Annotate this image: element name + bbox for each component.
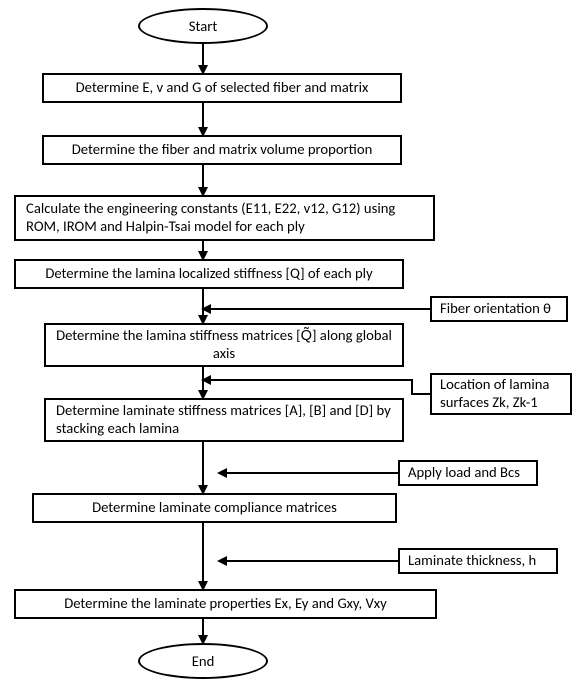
- terminator-end: End: [138, 643, 268, 679]
- input-fiber-orientation-label: Fiber orientation θ: [440, 300, 551, 318]
- process-step-1-label: Determine E, v and G of selected fiber a…: [76, 79, 369, 97]
- process-step-5: Determine the lamina stiffness matrices …: [44, 323, 404, 367]
- input-lamina-surfaces: Location of lamina surfaces Zk, Zk-1: [430, 373, 572, 415]
- process-step-6: Determine laminate stiffness matrices [A…: [44, 398, 404, 442]
- process-step-4: Determine the lamina localized stiffness…: [14, 259, 404, 289]
- process-step-2: Determine the fiber and matrix volume pr…: [42, 135, 402, 165]
- terminator-end-label: End: [192, 652, 215, 670]
- input-laminate-thickness-label: Laminate thickness, h: [408, 552, 536, 570]
- process-step-4-label: Determine the lamina localized stiffness…: [45, 265, 372, 283]
- process-step-8: Determine the laminate properties Ex, Ey…: [14, 589, 437, 619]
- terminator-start-label: Start: [189, 17, 218, 35]
- process-step-3: Calculate the engineering constants (E11…: [14, 195, 435, 241]
- terminator-start: Start: [138, 8, 268, 44]
- process-step-1: Determine E, v and G of selected fiber a…: [42, 73, 402, 103]
- process-step-7: Determine laminate compliance matrices: [32, 493, 397, 523]
- process-step-8-label: Determine the laminate properties Ex, Ey…: [64, 595, 387, 613]
- process-step-6-label: Determine laminate stiffness matrices [A…: [56, 402, 392, 437]
- input-load-bcs: Apply load and Bcs: [398, 460, 538, 486]
- input-fiber-orientation: Fiber orientation θ: [430, 296, 568, 322]
- process-step-3-label: Calculate the engineering constants (E11…: [26, 200, 423, 235]
- input-load-bcs-label: Apply load and Bcs: [408, 464, 520, 482]
- process-step-5-label: Determine the lamina stiffness matrices …: [56, 327, 392, 362]
- process-step-2-label: Determine the fiber and matrix volume pr…: [72, 141, 373, 159]
- input-laminate-thickness: Laminate thickness, h: [398, 548, 558, 574]
- flowchart-canvas: Start End Determine E, v and G of select…: [0, 0, 582, 685]
- process-step-7-label: Determine laminate compliance matrices: [92, 499, 337, 517]
- input-lamina-surfaces-label: Location of lamina surfaces Zk, Zk-1: [440, 376, 562, 411]
